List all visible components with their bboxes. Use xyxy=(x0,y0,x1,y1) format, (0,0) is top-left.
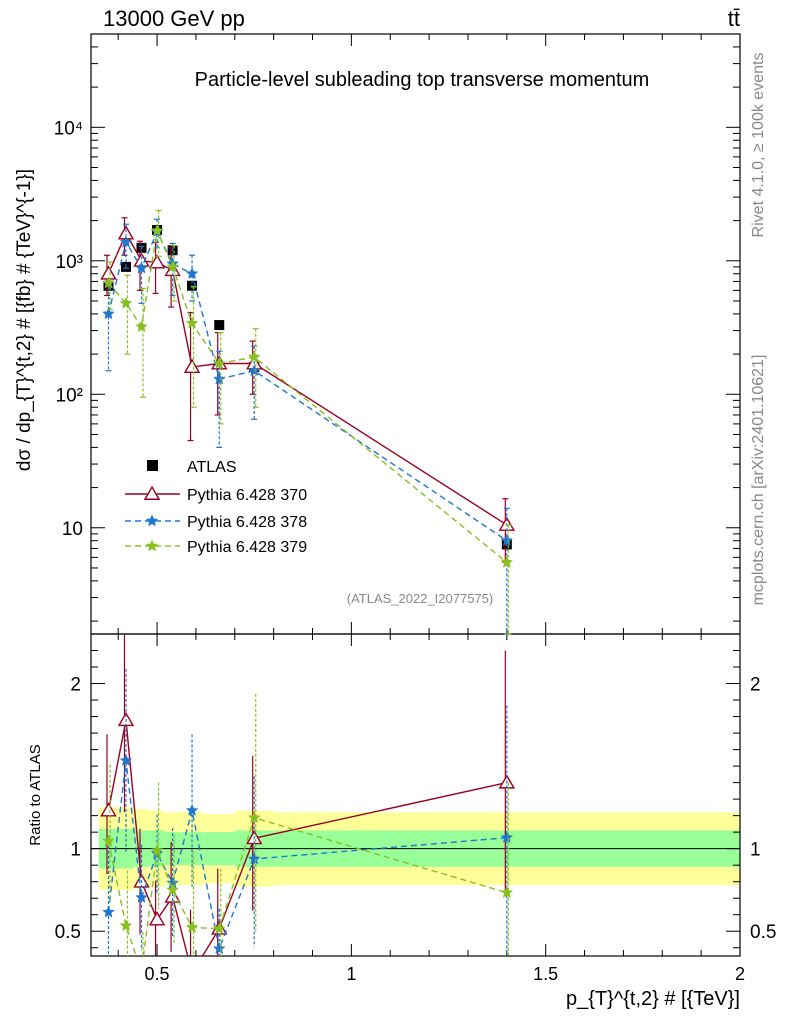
series-2-point-5 xyxy=(185,316,199,329)
ratio-0-point-0 xyxy=(100,802,117,817)
y-axis-label: dσ / dp_{T}^{t,2} # [{fb} # {TeV}^{-1}] xyxy=(14,169,35,471)
series-2-point-2 xyxy=(135,320,148,333)
legend-marker-2 xyxy=(145,539,159,552)
main-series xyxy=(100,209,516,635)
series-0-point-5 xyxy=(183,358,201,373)
ratio-tick-label-right: 2 xyxy=(750,675,761,696)
ratio-1-point-2 xyxy=(135,890,148,903)
y-tick-label: 10² xyxy=(56,385,83,406)
legend-atlas-marker xyxy=(147,460,158,471)
legend-marker-0 xyxy=(143,485,161,500)
series-2-point-7 xyxy=(247,350,261,363)
ratio-1-point-5 xyxy=(185,803,199,816)
series-2-point-0 xyxy=(102,276,115,289)
legend-label-0: Pythia 6.428 370 xyxy=(187,487,307,504)
ratio-1-point-7 xyxy=(247,852,261,865)
ratio-2-point-4 xyxy=(166,883,179,896)
series-2-point-3 xyxy=(150,224,164,237)
series-1-point-1 xyxy=(119,235,133,248)
series-2-point-6 xyxy=(212,356,226,369)
ratio-tick-label-right: 1 xyxy=(750,840,761,861)
y-tick-label: 10 xyxy=(62,519,83,540)
series-1-point-5 xyxy=(185,267,199,280)
y-tick-label: 10⁴ xyxy=(54,118,83,139)
series-2-point-1 xyxy=(119,296,133,309)
ratio-1-point-1 xyxy=(119,753,133,766)
ratio-frame xyxy=(90,633,741,957)
x-axis-label: p_{T}^{t,2} # [{TeV}] xyxy=(566,988,740,1010)
series-line-2 xyxy=(107,228,508,563)
ratio-0-point-3 xyxy=(148,911,166,926)
chart-title: Particle-level subleading top transverse… xyxy=(195,69,650,91)
series-1-point-7 xyxy=(247,364,261,377)
ratio-2-point-3 xyxy=(150,843,164,856)
ratio-1-point-6 xyxy=(212,942,226,955)
ratio-1-point-0 xyxy=(102,905,115,918)
header-left: 13000 GeV pp xyxy=(103,6,245,31)
ratio-axis-label: Ratio to ATLAS xyxy=(27,744,44,845)
x-tick-label: 1.5 xyxy=(533,964,558,984)
ratio-tick-label: 2 xyxy=(70,675,81,696)
legend: ATLAS Pythia 6.428 370 Pythia 6.428 378 Pyt… xyxy=(125,459,307,556)
x-tick-label: 1 xyxy=(346,964,356,984)
series-1-point-2 xyxy=(135,261,148,274)
series-2-point-8 xyxy=(500,555,514,568)
ratio-tick-label: 1 xyxy=(70,840,81,861)
ratio-2-point-7 xyxy=(247,811,261,824)
x-tick-label: 2 xyxy=(735,964,745,984)
series-line-0 xyxy=(107,231,508,526)
ratio-2-point-6 xyxy=(212,922,226,935)
ratio-2-point-5 xyxy=(185,920,199,933)
series-1-point-8 xyxy=(500,534,514,547)
y-tick-label: 10³ xyxy=(56,252,83,273)
ratio-2-point-0 xyxy=(102,834,115,847)
ratio-2-point-1 xyxy=(119,919,133,932)
ratio-line-2 xyxy=(107,816,508,956)
ratio-tick-label: 0.5 xyxy=(55,922,81,943)
ratio-tick-label-right: 0.5 xyxy=(750,922,776,943)
analysis-watermark: (ATLAS_2022_I2077575) xyxy=(347,591,493,606)
series-line-1 xyxy=(107,230,508,542)
legend-atlas-label: ATLAS xyxy=(187,459,237,476)
series-1-point-0 xyxy=(102,307,115,320)
legend-label-1: Pythia 6.428 378 xyxy=(187,514,307,531)
atlas-point-6 xyxy=(214,320,225,331)
legend-label-2: Pythia 6.428 379 xyxy=(187,539,307,556)
series-2-point-4 xyxy=(166,260,179,273)
ratio-2-point-8 xyxy=(500,886,514,899)
rivet-label: Rivet 4.1.0, ≥ 100k events xyxy=(750,53,767,238)
ratio-1-point-8 xyxy=(500,831,514,844)
legend-marker-1 xyxy=(145,514,159,527)
ratio-series xyxy=(100,634,516,956)
header-right: tt̄ xyxy=(728,6,740,31)
axis-ticks: 0.5 1 1.5 2 10 10² 10³ 10⁴ 0.5 0.5 1 1 2 2 xyxy=(54,33,776,984)
mcplots-label: mcplots.cern.ch [arXiv:2401.10621] xyxy=(750,355,767,606)
x-tick-label: 0.5 xyxy=(145,964,170,984)
series-1-point-6 xyxy=(212,372,226,385)
series-0-point-3 xyxy=(148,254,166,269)
